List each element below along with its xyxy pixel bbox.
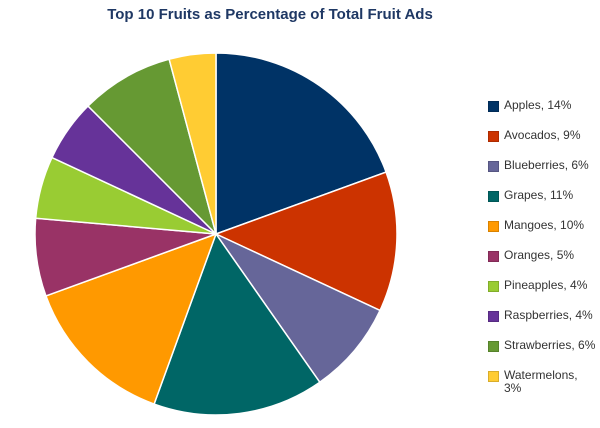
pie-slice-mangoes — [44, 232, 218, 406]
legend-label: Pineapples, 4% — [504, 278, 588, 292]
pie-slice-watermelons — [168, 52, 217, 235]
pie-slice-blueberries — [213, 232, 382, 384]
legend-item-mangoes: Mangoes, 10% — [488, 219, 596, 249]
pie-slice-strawberries — [86, 58, 218, 237]
chart-legend: Apples, 14% Avocados, 9% Blueberries, 6% Gr… — [488, 99, 596, 399]
pie-slice-grapes — [153, 232, 321, 416]
legend-label: Oranges, 5% — [504, 248, 575, 262]
legend-item-apples: Apples, 14% — [488, 99, 596, 129]
legend-swatch — [488, 371, 499, 382]
legend-label: Apples, 14% — [504, 98, 572, 112]
legend-item-strawberries: Strawberries, 6% — [488, 339, 596, 369]
legend-swatch — [488, 311, 499, 322]
legend-item-watermelons: Watermelons, 3% — [488, 369, 596, 399]
legend-label: Avocados, 9% — [504, 128, 581, 142]
legend-swatch — [488, 131, 499, 142]
legend-swatch — [488, 341, 499, 352]
legend-item-avocados: Avocados, 9% — [488, 129, 596, 159]
legend-item-blueberries: Blueberries, 6% — [488, 159, 596, 189]
legend-item-pineapples: Pineapples, 4% — [488, 279, 596, 309]
legend-swatch — [488, 281, 499, 292]
legend-swatch — [488, 161, 499, 172]
legend-label: Raspberries, 4% — [504, 308, 593, 322]
legend-item-grapes: Grapes, 11% — [488, 189, 596, 219]
legend-item-oranges: Oranges, 5% — [488, 249, 596, 279]
legend-label: Blueberries, 6% — [504, 158, 589, 172]
legend-label: Grapes, 11% — [504, 188, 574, 202]
legend-swatch — [488, 251, 499, 262]
legend-item-raspberries: Raspberries, 4% — [488, 309, 596, 339]
pie-slice-avocados — [214, 171, 398, 312]
legend-label: Strawberries, 6% — [504, 338, 596, 352]
legend-label: Mangoes, 10% — [504, 218, 585, 232]
chart-title: Top 10 Fruits as Percentage of Total Fru… — [107, 6, 433, 23]
legend-swatch — [488, 221, 499, 232]
pie-slice-apples — [215, 52, 388, 236]
legend-label: Watermelons, 3% — [504, 368, 578, 395]
legend-swatch — [488, 101, 499, 112]
legend-swatch — [488, 191, 499, 202]
pie-slices — [34, 52, 398, 416]
